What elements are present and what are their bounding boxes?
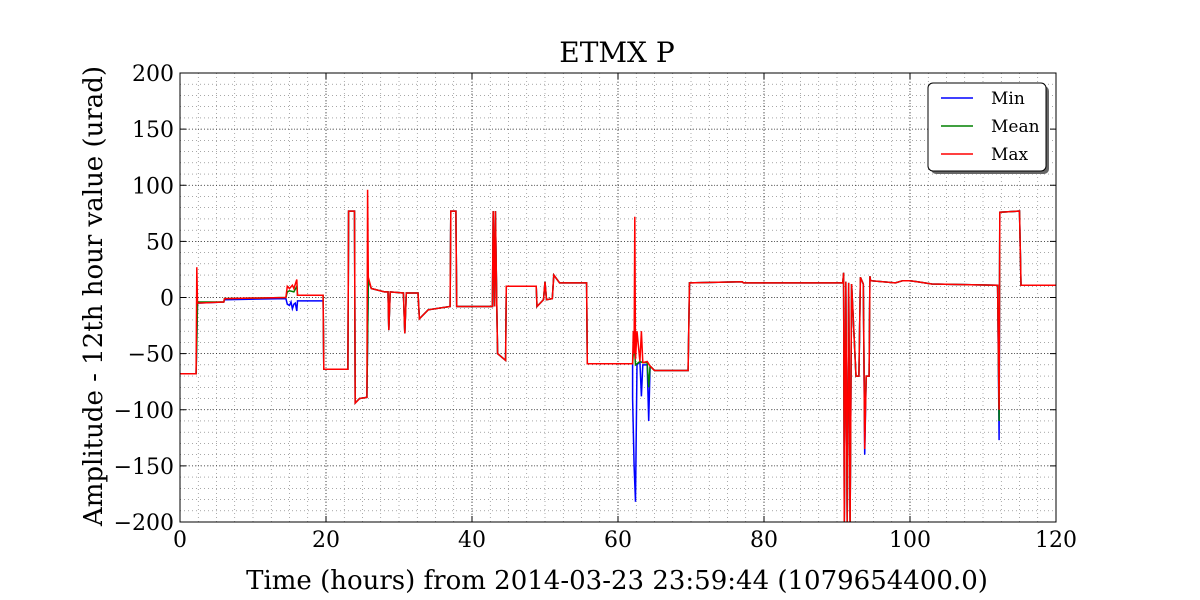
legend-label-mean: Mean	[991, 117, 1040, 137]
y-axis: −200 −150 −100 −50 0 50 100 150 200	[114, 62, 1056, 536]
x-axis-title: Time (hours) from 2014-03-23 23:59:44 (1…	[246, 566, 988, 596]
y-tick-label: −100	[114, 399, 174, 424]
y-tick-label: 200	[132, 62, 174, 87]
y-tick-label: −150	[114, 455, 174, 480]
x-tick-label: 0	[173, 528, 187, 553]
legend-label-min: Min	[991, 89, 1025, 109]
y-axis-title: Amplitude - 12th hour value (urad)	[79, 66, 109, 527]
legend-label-max: Max	[991, 145, 1029, 165]
x-axis: 0 20 40 60 80 100 120	[173, 73, 1077, 553]
x-tick-label: 40	[458, 528, 486, 553]
series-line-max	[180, 189, 1056, 522]
x-tick-label: 100	[889, 528, 931, 553]
y-tick-label: 100	[132, 174, 174, 199]
x-tick-label: 60	[604, 528, 632, 553]
y-tick-label: −200	[114, 511, 174, 536]
plot-area	[179, 72, 1057, 523]
y-tick-label: 150	[132, 118, 174, 143]
legend: Min Mean Max	[927, 82, 1049, 174]
legend-box	[927, 82, 1047, 172]
x-tick-label: 20	[312, 528, 340, 553]
chart-title: ETMX P	[559, 36, 674, 69]
x-tick-label: 80	[750, 528, 778, 553]
series-layer	[180, 189, 1056, 522]
y-tick-label: 50	[146, 230, 174, 255]
y-tick-label: −50	[128, 343, 174, 368]
y-tick-label: 0	[160, 287, 174, 312]
x-tick-label: 120	[1035, 528, 1077, 553]
